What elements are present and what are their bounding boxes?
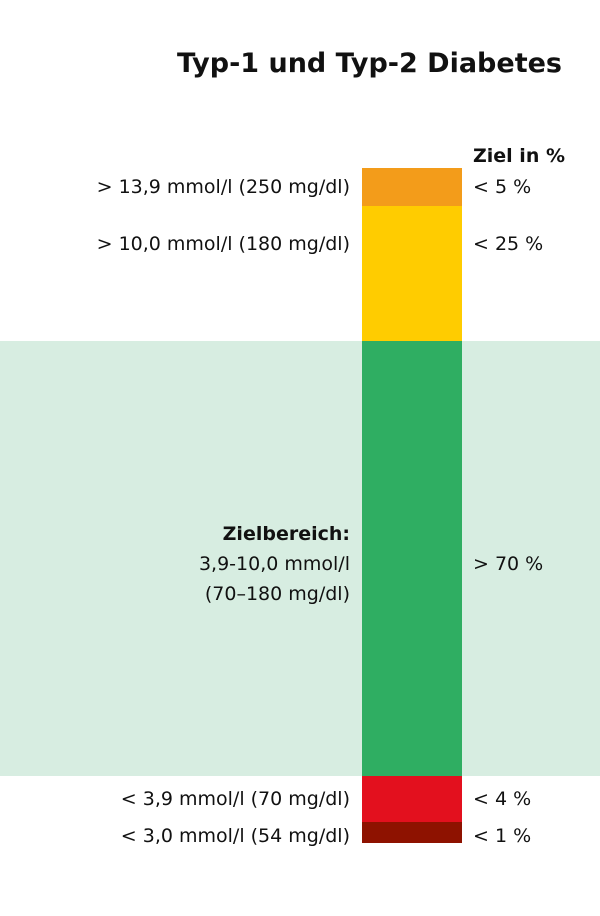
target-value-very-high: < 5 % [473,176,532,198]
target-value-target-range: > 70 % [473,553,544,575]
bar-segment-very-high [362,168,462,206]
target-range-background [0,341,600,776]
target-value-high: < 25 % [473,233,544,255]
target-value-low: < 4 % [473,788,532,810]
range-label-low: < 3,9 mmol/l (70 mg/dl) [120,788,350,810]
bar-segment-low [362,776,462,822]
range-label-very-low: < 3,0 mmol/l (54 mg/dl) [120,825,350,847]
target-range-mmol: 3,9-10,0 mmol/l [198,553,350,575]
range-label-high: > 10,0 mmol/l (180 mg/dl) [96,233,350,255]
bar-segment-very-low [362,822,462,843]
range-label-very-high: > 13,9 mmol/l (250 mg/dl) [96,176,350,198]
target-column-header: Ziel in % [473,145,565,167]
bar-segment-target-range [362,341,462,776]
target-range-mgdl: (70–180 mg/dl) [204,583,350,605]
range-label-target: Zielbereich: 3,9-10,0 mmol/l (70–180 mg/… [199,519,350,609]
target-range-heading: Zielbereich: [222,523,350,545]
chart-title: Typ-1 und Typ-2 Diabetes [176,48,562,79]
bar-segment-high [362,206,462,341]
target-value-very-low: < 1 % [473,825,532,847]
